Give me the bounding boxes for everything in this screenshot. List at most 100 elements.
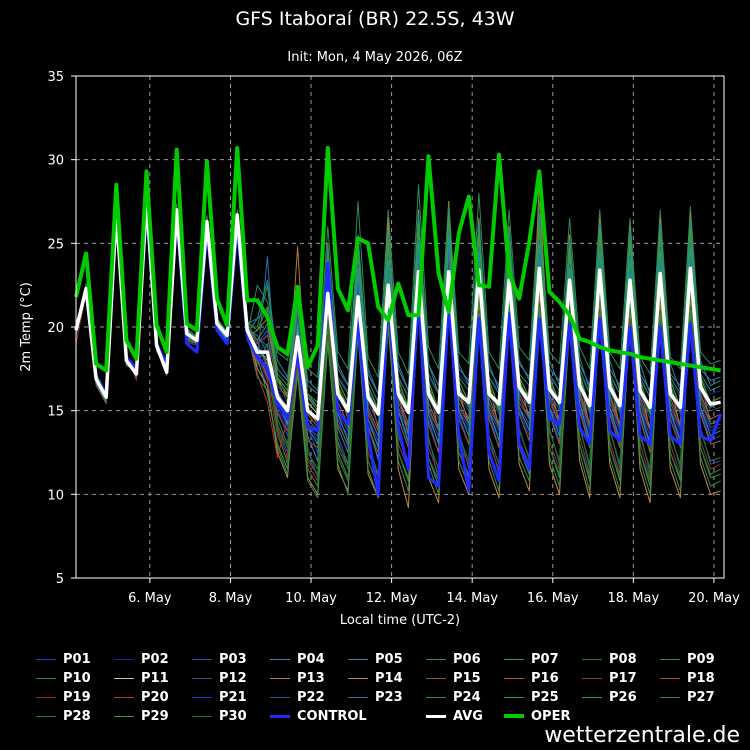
- legend-item-p04: P04: [270, 650, 348, 668]
- legend-label: P01: [63, 651, 91, 667]
- legend-item-p21: P21: [192, 688, 270, 706]
- legend-swatch: [192, 696, 212, 698]
- legend-label: P13: [297, 670, 325, 686]
- legend-item-p26: P26: [582, 688, 660, 706]
- legend-item-p03: P03: [192, 650, 270, 668]
- legend-item-p11: P11: [114, 669, 192, 687]
- legend-swatch: [36, 696, 56, 698]
- legend-item-oper: OPER: [504, 707, 582, 725]
- legend-swatch: [660, 658, 680, 660]
- x-axis-label: Local time (UTC-2): [340, 613, 460, 628]
- legend-item-p01: P01: [36, 650, 114, 668]
- legend-label: P02: [141, 651, 169, 667]
- legend-label: OPER: [531, 708, 571, 724]
- x-tick-label: 16. May: [527, 591, 579, 606]
- watermark: wetterzentrale.de: [544, 723, 740, 748]
- y-tick-label: 30: [47, 154, 64, 169]
- legend-swatch: [426, 696, 446, 698]
- legend-item-p20: P20: [114, 688, 192, 706]
- legend-label: P23: [375, 689, 403, 705]
- legend-item-p18: P18: [660, 669, 738, 687]
- legend-item-p13: P13: [270, 669, 348, 687]
- legend-label: P18: [687, 670, 715, 686]
- series-lines: [74, 146, 723, 509]
- legend-item-p16: P16: [504, 669, 582, 687]
- legend-item-p28: P28: [36, 707, 114, 725]
- legend-label: P05: [375, 651, 403, 667]
- legend-item-p06: P06: [426, 650, 504, 668]
- legend-label: P06: [453, 651, 481, 667]
- y-axis-label: 2m Temp (°C): [19, 282, 34, 372]
- legend-item-p22: P22: [270, 688, 348, 706]
- x-tick-label: 18. May: [608, 591, 660, 606]
- legend-item-p14: P14: [348, 669, 426, 687]
- legend-label: P28: [63, 708, 91, 724]
- chart-subtitle: Init: Mon, 4 May 2026, 06Z: [287, 50, 463, 65]
- y-tick-label: 10: [47, 488, 64, 503]
- legend-swatch: [192, 715, 212, 717]
- legend-swatch: [270, 658, 290, 660]
- series-line-oper: [74, 146, 721, 373]
- y-tick-label: 20: [47, 321, 64, 336]
- legend-label: P19: [63, 689, 91, 705]
- x-tick-label: 20. May: [688, 591, 740, 606]
- legend-item-p12: P12: [192, 669, 270, 687]
- legend-label: P27: [687, 689, 715, 705]
- legend-swatch: [348, 677, 368, 679]
- legend-label: P12: [219, 670, 247, 686]
- chart-title: GFS Itaboraí (BR) 22.5S, 43W: [235, 8, 515, 30]
- legend-label: P11: [141, 670, 169, 686]
- legend-item-p27: P27: [660, 688, 738, 706]
- x-tick-label: 12. May: [366, 591, 418, 606]
- legend-swatch: [192, 677, 212, 679]
- y-axis: 5 10 15 20 25 30 35: [47, 70, 76, 587]
- legend-swatch: [426, 677, 446, 679]
- legend-item-p19: P19: [36, 688, 114, 706]
- legend-item-p10: P10: [36, 669, 114, 687]
- legend-swatch: [114, 715, 134, 717]
- y-tick-label: 5: [56, 572, 64, 587]
- legend-label: P20: [141, 689, 169, 705]
- legend-label: P03: [219, 651, 247, 667]
- legend-item-control: CONTROL: [270, 707, 426, 725]
- legend-item-p05: P05: [348, 650, 426, 668]
- legend-label: P21: [219, 689, 247, 705]
- legend-label: CONTROL: [297, 708, 367, 724]
- y-tick-label: 25: [47, 237, 64, 252]
- legend-item-p25: P25: [504, 688, 582, 706]
- legend-item-p29: P29: [114, 707, 192, 725]
- legend-label: P09: [687, 651, 715, 667]
- legend-label: P07: [531, 651, 559, 667]
- legend-label: P14: [375, 670, 403, 686]
- legend-label: P26: [609, 689, 637, 705]
- legend-swatch: [582, 696, 602, 698]
- legend-swatch: [270, 677, 290, 679]
- legend-item-p30: P30: [192, 707, 270, 725]
- x-tick-label: 10. May: [285, 591, 337, 606]
- legend-item-p24: P24: [426, 688, 504, 706]
- legend-swatch: [660, 696, 680, 698]
- y-tick-label: 35: [47, 70, 64, 85]
- legend-swatch: [348, 696, 368, 698]
- legend-swatch: [426, 658, 446, 660]
- legend-item-p23: P23: [348, 688, 426, 706]
- legend: P01 P02 P03 P04 P05 P06 P07 P08 P09 P10 P11 P12 P13 P…: [36, 650, 746, 725]
- legend-label: P10: [63, 670, 91, 686]
- legend-swatch: [426, 714, 446, 718]
- legend-item-p02: P02: [114, 650, 192, 668]
- legend-label: AVG: [453, 708, 483, 724]
- legend-swatch: [504, 696, 524, 698]
- legend-label: P17: [609, 670, 637, 686]
- legend-swatch: [36, 677, 56, 679]
- legend-swatch: [582, 677, 602, 679]
- legend-item-avg: AVG: [426, 707, 504, 725]
- legend-swatch: [270, 696, 290, 698]
- legend-item-p17: P17: [582, 669, 660, 687]
- legend-swatch: [504, 714, 524, 718]
- legend-item-p09: P09: [660, 650, 738, 668]
- legend-label: P29: [141, 708, 169, 724]
- y-tick-label: 15: [47, 405, 64, 420]
- legend-swatch: [270, 714, 290, 718]
- legend-label: P15: [453, 670, 481, 686]
- x-tick-label: 14. May: [446, 591, 498, 606]
